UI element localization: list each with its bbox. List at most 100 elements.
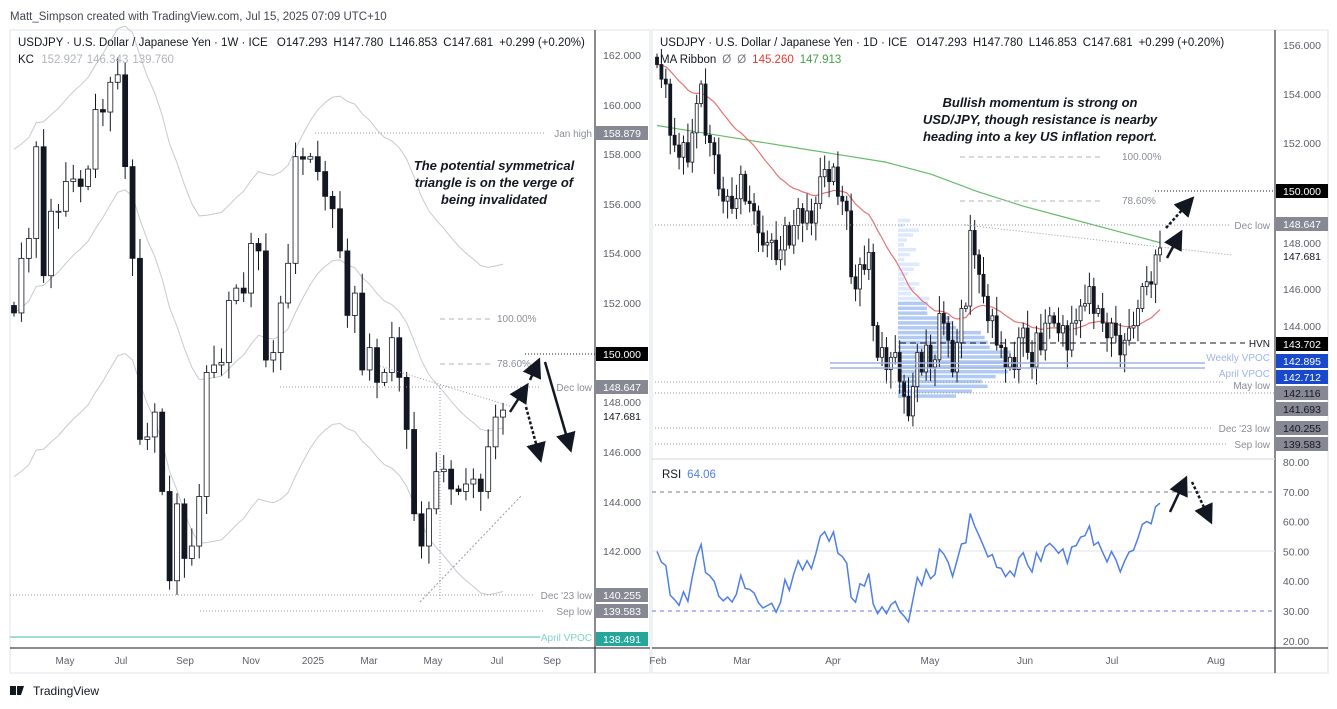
daily-candles xyxy=(655,48,1162,427)
rsi-tick: 40.00 xyxy=(1283,576,1309,588)
arrow-up-icon[interactable] xyxy=(1168,475,1188,513)
price-label-weekly-vpoc: 142.895 xyxy=(1283,356,1321,368)
candle-body-up xyxy=(831,166,836,183)
time-tick: Apr xyxy=(825,656,841,667)
candle-body-down xyxy=(1030,352,1034,368)
candle xyxy=(866,238,871,280)
rsi-tick: 80.00 xyxy=(1283,457,1309,469)
arrow-up-icon[interactable] xyxy=(1164,229,1183,259)
candle-body-up xyxy=(92,109,99,170)
candle-body-up xyxy=(690,132,695,163)
candle xyxy=(203,365,210,515)
candle xyxy=(166,475,173,590)
candle-body-up xyxy=(492,416,499,448)
candle xyxy=(248,232,254,308)
candle-body-up xyxy=(388,337,395,373)
weekly-chart-panel[interactable]: Jan high 100.00% 78.60% Dec low Dec '23 … xyxy=(9,25,651,674)
arrow-down-icon[interactable] xyxy=(543,361,576,453)
volume-profile-bar xyxy=(898,218,911,223)
candle xyxy=(174,493,180,595)
candle-body-up xyxy=(270,352,277,361)
candle-body-down xyxy=(344,250,351,316)
arrow-down-dotted-icon[interactable] xyxy=(1190,481,1213,525)
candle-body-down xyxy=(100,109,106,113)
candle-body-up xyxy=(955,342,959,373)
candle-body-down xyxy=(659,64,664,80)
candle-body-down xyxy=(1100,308,1105,324)
weekly-legend: USDJPY · U.S. Dollar / Japanese Yen · 1W… xyxy=(18,37,585,49)
candle-body-up xyxy=(463,483,469,492)
arrow-up-icon[interactable] xyxy=(508,382,529,413)
candle-body-down xyxy=(655,56,659,65)
candle xyxy=(946,316,951,358)
candle xyxy=(62,162,69,217)
hvn-label: HVN xyxy=(1249,339,1270,350)
candle-body-down xyxy=(708,134,712,143)
price-tick: 154.000 xyxy=(603,248,641,260)
candle xyxy=(403,371,410,449)
candle-body-up xyxy=(866,251,871,270)
candle xyxy=(1100,292,1105,332)
tradingview-logo[interactable]: TradingView xyxy=(10,684,99,698)
weekly-price-axis[interactable]: 162.000 160.000 158.000 156.000 154.000 152.0… xyxy=(603,50,641,558)
candle-body-up xyxy=(769,239,774,244)
logo-mark-icon xyxy=(17,686,24,695)
weekly-time-axis[interactable]: May Jul Sep Nov 2025 Mar May Jul Sep xyxy=(56,656,562,667)
price-label-may-low-bg xyxy=(1276,386,1328,400)
candle xyxy=(853,264,858,302)
candle-body-down xyxy=(1118,334,1123,356)
candle-body-up xyxy=(25,238,32,259)
candle xyxy=(884,337,889,384)
fib-100-label: 100.00% xyxy=(497,314,537,325)
candle xyxy=(477,473,484,511)
time-tick: May xyxy=(424,656,443,667)
candle xyxy=(18,242,25,322)
arrow-up-dotted-icon[interactable] xyxy=(1165,196,1195,229)
candle xyxy=(374,338,380,399)
candle-body-down xyxy=(862,264,867,270)
candle-body-up xyxy=(1122,339,1127,356)
jan-high-label: Jan high xyxy=(554,129,592,140)
candle xyxy=(1016,327,1021,384)
daily-time-axis[interactable]: Feb Mar Apr May Jun Jul Aug xyxy=(649,656,1225,667)
fib-786-label: 78.60% xyxy=(1122,196,1156,207)
arrow-down-dotted-icon[interactable] xyxy=(524,406,546,463)
candle xyxy=(990,308,995,339)
daily-chart-panel[interactable]: 100.00% 78.60% Dec low HVN Weekly VPOC A… xyxy=(649,29,1329,674)
candle-body-down xyxy=(1091,286,1096,314)
candle xyxy=(1091,277,1096,330)
fib-100-label: 100.00% xyxy=(1122,152,1162,163)
daily-price-axis[interactable]: 156.000 154.000 152.000 148.000 146.000 144.0… xyxy=(1283,40,1321,648)
candle-body-down xyxy=(1003,347,1008,368)
candle xyxy=(774,221,779,266)
candle-body-down xyxy=(853,276,858,290)
candle xyxy=(928,334,933,381)
candle-body-down xyxy=(337,208,343,252)
time-tick: Sep xyxy=(543,656,561,667)
price-label-april-vpoc-bg xyxy=(1276,370,1328,384)
candle xyxy=(448,460,455,505)
candle xyxy=(1074,308,1079,336)
candle-body-down xyxy=(300,156,306,160)
candle xyxy=(1122,333,1127,373)
april-vpoc-label: April VPOC xyxy=(541,633,592,644)
rsi-line xyxy=(656,502,1161,624)
candle xyxy=(725,189,730,219)
price-tick: 160.000 xyxy=(603,100,641,112)
candle-body-down xyxy=(672,134,677,146)
candle xyxy=(1096,304,1101,318)
triangle-lower-line[interactable] xyxy=(419,494,523,603)
candle xyxy=(181,498,188,578)
price-label-april-vpoc: 138.491 xyxy=(603,634,641,646)
candle-body-down xyxy=(137,257,143,440)
candle xyxy=(858,257,862,307)
arrow-up-icon[interactable] xyxy=(522,357,542,381)
candle xyxy=(433,452,440,515)
candle-body-up xyxy=(1131,325,1136,329)
candle xyxy=(977,249,981,294)
candle-body-down xyxy=(946,322,951,341)
price-label-april-vpoc-bg xyxy=(596,632,648,646)
candle xyxy=(92,93,99,179)
candle-body-up xyxy=(307,156,314,160)
candle xyxy=(485,429,492,499)
